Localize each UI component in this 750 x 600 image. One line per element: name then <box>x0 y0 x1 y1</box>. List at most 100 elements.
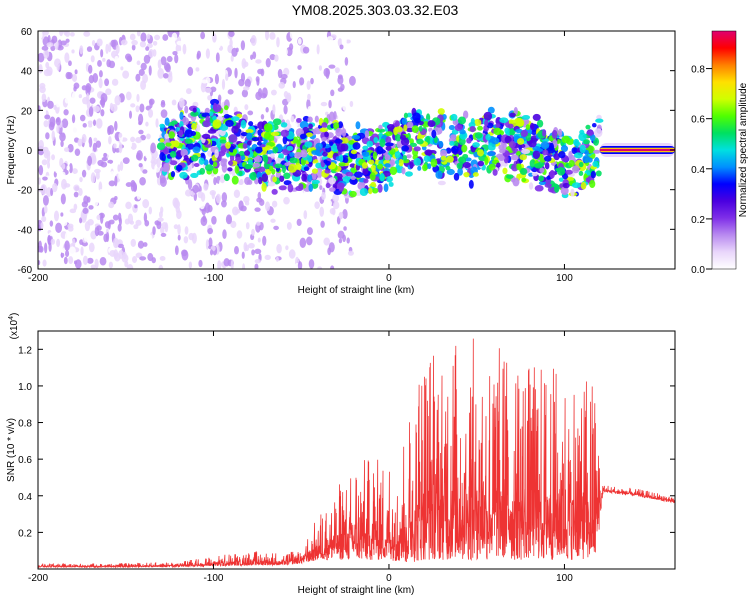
spectrogram-cell <box>409 161 414 169</box>
spectrogram-cell <box>132 183 137 192</box>
spectrogram-cell <box>61 118 69 129</box>
spectrogram-cell <box>304 257 310 264</box>
spectrogram-cell <box>322 151 328 157</box>
spectrogram-cell <box>306 252 313 258</box>
spectrogram-cell <box>124 53 132 61</box>
spectrogram-cell <box>63 256 68 265</box>
spectrogram-cell <box>384 154 391 161</box>
spectrogram-cell <box>528 182 534 190</box>
spectrogram-cell <box>528 139 537 148</box>
spectrogram-cell <box>205 164 214 172</box>
spectrogram-cell <box>466 137 472 144</box>
spectrogram-cell <box>99 172 104 179</box>
spectrogram-cell <box>280 74 288 80</box>
spectrogram-cell <box>228 134 238 143</box>
spectrogram-cell <box>558 151 566 159</box>
spectrogram-cell <box>256 197 263 203</box>
spectrogram-cell <box>516 119 525 127</box>
spectrogram-cell <box>231 47 238 57</box>
spectrogram-cell <box>219 124 229 131</box>
spectrogram-cell <box>342 157 349 164</box>
spectrogram-cell <box>184 129 193 138</box>
spectrogram-cell <box>519 154 527 161</box>
spectrogram-cell <box>457 116 467 125</box>
spectrogram-cell <box>271 188 278 195</box>
spectrogram-cell <box>538 181 547 186</box>
spectrogram-cell <box>96 225 102 231</box>
spectrogram-cell <box>115 44 120 55</box>
spectrogram-cell <box>171 32 178 42</box>
spectrogram-cell <box>114 175 118 187</box>
spectrogram-cell <box>241 228 247 237</box>
spectrogram-cell <box>48 232 55 237</box>
spectrogram-cell <box>329 141 334 146</box>
spectrogram-cell <box>531 172 538 177</box>
spectrogram-cell <box>520 129 528 138</box>
spectrogram-cell <box>159 255 166 261</box>
spectrogram-cell <box>114 120 118 131</box>
spectrogram-cell <box>272 176 277 183</box>
spectrogram-cell <box>100 96 106 108</box>
spectrogram-cell <box>267 181 276 187</box>
spectrogram-cell <box>319 127 329 133</box>
spectrogram-cell <box>493 127 502 136</box>
spectrogram-cell <box>338 238 343 244</box>
spectrogram-cell <box>347 250 354 256</box>
spectrogram-cell <box>79 176 83 183</box>
spectrogram-cell <box>101 156 108 162</box>
spectrogram-cell <box>303 68 307 75</box>
spectrogram-cell <box>386 176 393 183</box>
spectrogram-cell <box>333 122 340 130</box>
spectrogram-cell <box>66 165 70 171</box>
spectrogram-cell <box>92 142 97 152</box>
spectrogram-cell <box>113 249 119 260</box>
spectrogram-cell <box>207 150 213 157</box>
spectrogram-cell <box>364 130 370 139</box>
spectrogram-cell <box>59 31 64 37</box>
spectrogram-cell <box>297 65 302 70</box>
colorbar-ticks: 0.8 0.6 0.4 0.2 0.0 <box>691 65 712 276</box>
spectrogram-cell <box>252 162 261 168</box>
spectrogram-cell <box>82 207 89 214</box>
spectrogram-cell <box>230 259 234 269</box>
spectrogram-cell <box>88 74 95 84</box>
spectrogram-cell <box>372 151 378 160</box>
spectrogram-cell <box>184 226 189 235</box>
spectrogram-cell <box>209 111 214 117</box>
spectrogram-cell <box>181 249 189 261</box>
spectrogram-cell <box>438 140 444 148</box>
spectrogram-cell <box>265 107 269 113</box>
spectrogram-cell <box>179 171 188 179</box>
spectrogram-cell <box>49 116 56 128</box>
spectrogram-cell <box>220 145 227 153</box>
spectrogram-cell <box>211 191 215 200</box>
spectrogram-y-tick-label: 60 <box>21 27 33 38</box>
spectrogram-cell <box>257 237 261 243</box>
spectrogram-cell <box>401 145 410 152</box>
spectrogram-cell <box>595 118 604 123</box>
spectrogram-cell <box>586 130 594 136</box>
spectrogram-cell <box>328 242 335 253</box>
spectrogram-cell <box>325 199 333 207</box>
spectrogram-cell <box>314 115 319 123</box>
spectrogram-cell <box>112 237 119 249</box>
spectrogram-cell <box>413 146 421 152</box>
spectrogram-cell <box>404 171 413 177</box>
spectrogram-cell <box>315 162 322 169</box>
spectrogram-cell <box>525 124 531 131</box>
spectrogram-cell <box>96 38 103 47</box>
spectrogram-cell <box>299 133 307 140</box>
spectrogram-cell <box>445 155 454 163</box>
spectrogram-cell <box>579 144 586 154</box>
spectrogram-cell <box>540 141 550 150</box>
spectrogram-cell <box>389 159 396 167</box>
spectrogram-cell <box>192 184 200 194</box>
spectrogram-cell <box>38 118 42 130</box>
spectrogram-cell <box>342 208 348 220</box>
spectrogram-cell <box>88 205 94 210</box>
spectrogram-cell <box>79 45 84 55</box>
spectrogram-cell <box>161 166 170 173</box>
spectrogram-cell <box>263 154 269 164</box>
spectrogram-cell <box>334 60 342 70</box>
spectrogram-cell <box>343 226 347 231</box>
